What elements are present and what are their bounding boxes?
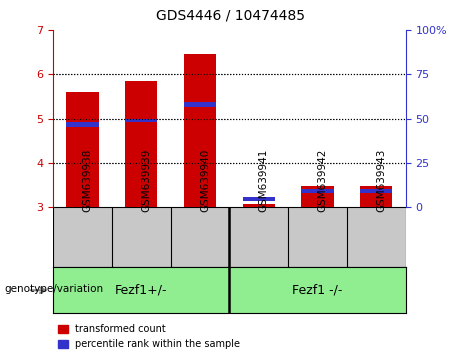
Bar (125, 119, 157, 122)
Bar (184, 102, 216, 107)
Text: GDS4446 / 10474485: GDS4446 / 10474485 (156, 9, 305, 23)
Text: Fezf1+/-: Fezf1+/- (115, 284, 167, 297)
Legend: transformed count, percentile rank within the sample: transformed count, percentile rank withi… (58, 324, 240, 349)
Text: GSM639943: GSM639943 (376, 149, 386, 212)
Bar (242, 204, 275, 207)
Bar (66, 92, 99, 207)
Bar (360, 186, 392, 207)
Text: GSM639941: GSM639941 (259, 149, 269, 212)
Bar (66, 122, 99, 126)
Bar (125, 81, 157, 207)
Text: GSM639942: GSM639942 (318, 149, 327, 212)
Text: Fezf1 -/-: Fezf1 -/- (292, 284, 343, 297)
Text: GSM639940: GSM639940 (200, 149, 210, 212)
Text: GSM639938: GSM639938 (83, 149, 92, 212)
Text: GSM639939: GSM639939 (141, 149, 151, 212)
Text: genotype/variation: genotype/variation (5, 284, 104, 293)
Bar (360, 189, 392, 193)
Bar (301, 186, 334, 207)
Bar (301, 189, 334, 193)
Bar (242, 198, 275, 201)
Bar (184, 55, 216, 207)
